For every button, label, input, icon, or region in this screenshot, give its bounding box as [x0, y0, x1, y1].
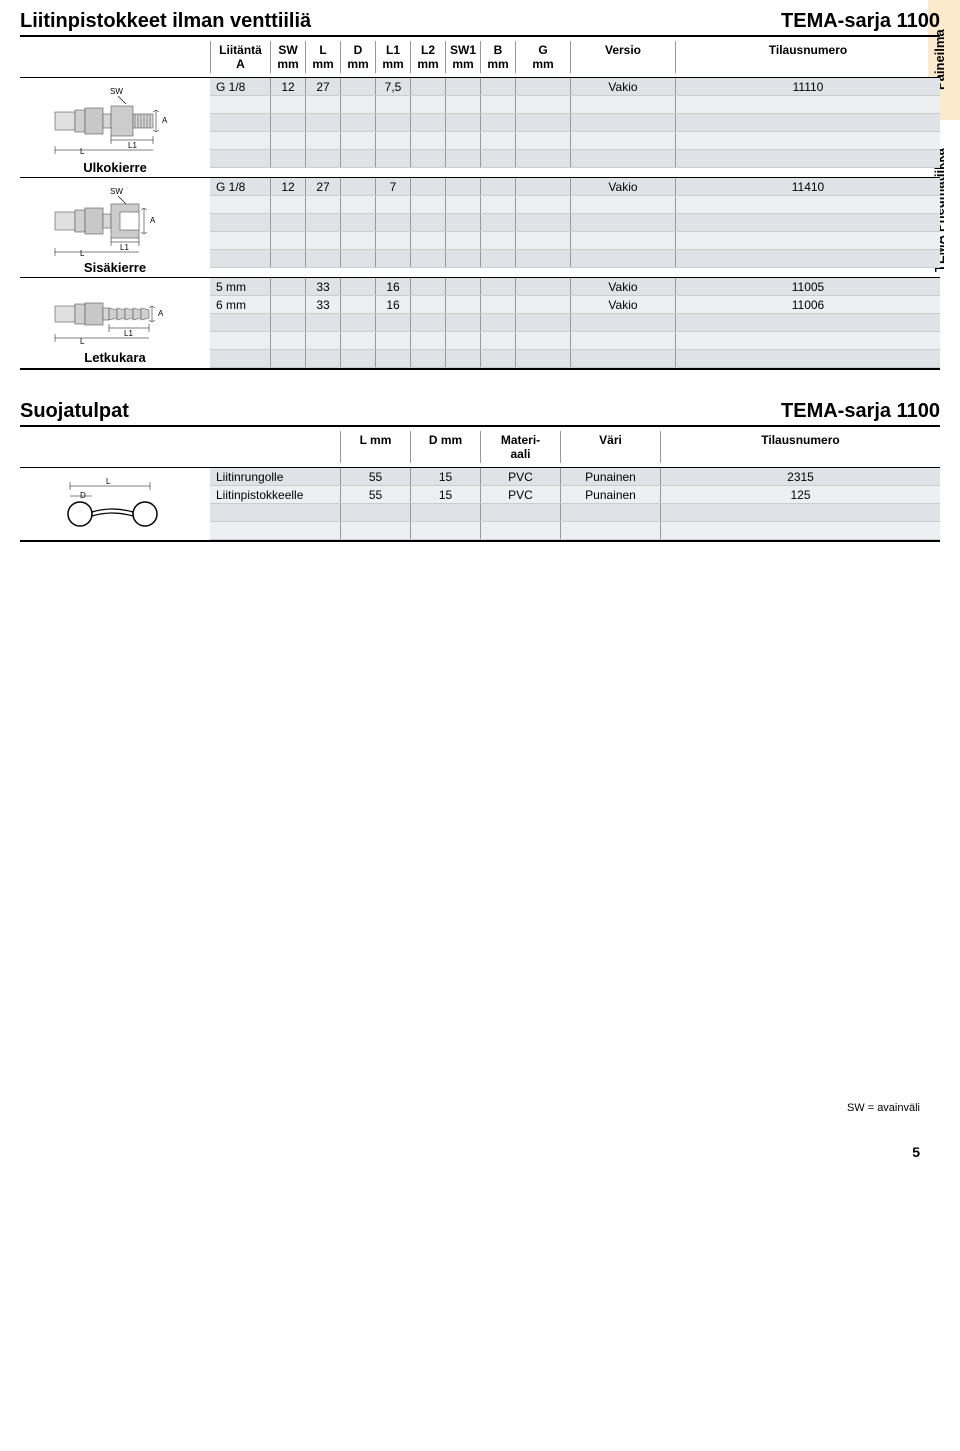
col-mat: Materi- aali — [480, 431, 560, 463]
col-l2: L2mm — [410, 41, 445, 73]
section1-title: Liitinpistokkeet ilman venttiiliä — [20, 10, 311, 33]
marker-sw: SW — [110, 187, 123, 196]
table-row: G 1/8 12 27 7,5 Vakio 11110 — [210, 78, 940, 96]
table-row: G 1/8 12 27 7 Vakio 11410 — [210, 178, 940, 196]
table-row — [210, 96, 940, 114]
group-ulkokierre: SW A — [20, 78, 940, 178]
section-suojatulpat: Suojatulpat TEMA-sarja 1100 L mm D mm Ma… — [20, 400, 940, 542]
table-row — [210, 232, 940, 250]
footnote: SW = avainväli — [20, 1102, 940, 1114]
marker-l1: L1 — [120, 243, 129, 252]
table-row — [210, 132, 940, 150]
label-sisakierre: Sisäkierre — [26, 260, 204, 275]
table-row — [210, 332, 940, 350]
col-tilaus: Tilausnumero — [675, 41, 940, 73]
marker-a: A — [162, 116, 168, 125]
table-row — [210, 314, 940, 332]
col-sw1: SW1mm — [445, 41, 480, 73]
marker-l: L — [80, 249, 85, 256]
table-row — [210, 504, 940, 522]
table-row: 5 mm 33 16 Vakio 11005 — [210, 278, 940, 296]
marker-a: A — [158, 309, 164, 318]
marker-a: A — [150, 216, 156, 225]
col-dmm: D mm — [410, 431, 480, 463]
col-liitanta: Liitäntä A — [210, 41, 270, 73]
table-row: 6 mm 33 16 Vakio 11006 — [210, 296, 940, 314]
table-row: Liitinrungolle 55 15 PVC Punainen 2315 — [210, 468, 940, 486]
col-tilaus2: Tilausnumero — [660, 431, 940, 463]
col-l1: L1mm — [375, 41, 410, 73]
group-sisakierre: SW A L1 — [20, 178, 940, 278]
marker-sw: SW — [110, 87, 123, 96]
diagram-ulkokierre: SW A — [20, 78, 210, 177]
table-row — [210, 250, 940, 268]
col-b: Bmm — [480, 41, 515, 73]
section2-header: Suojatulpat TEMA-sarja 1100 — [20, 400, 940, 427]
marker-l1: L1 — [128, 141, 137, 150]
col-d: Dmm — [340, 41, 375, 73]
table-row — [210, 196, 940, 214]
page-number: 5 — [20, 1144, 940, 1160]
label-ulkokierre: Ulkokierre — [26, 160, 204, 175]
marker-d: D — [80, 491, 86, 500]
table-row — [210, 350, 940, 368]
table-row: Liitinpistokkeelle 55 15 PVC Punainen 12… — [210, 486, 940, 504]
col-lmm: L mm — [340, 431, 410, 463]
section2-col-headers: L mm D mm Materi- aali Väri Tilausnumero — [20, 427, 940, 468]
col-g: Gmm — [515, 41, 570, 73]
table-row — [210, 214, 940, 232]
diagram-letkukara: A L1 L Letkukara — [20, 278, 210, 368]
col-versio: Versio — [570, 41, 675, 73]
section1-series: TEMA-sarja 1100 — [781, 10, 940, 33]
section1-col-headers: Liitäntä A SWmm Lmm Dmm L1mm L2mm SW1mm … — [20, 37, 940, 78]
col-l: Lmm — [305, 41, 340, 73]
section-liitinpistokkeet: Liitinpistokkeet ilman venttiiliä TEMA-s… — [20, 10, 940, 370]
label-letkukara: Letkukara — [26, 350, 204, 365]
page: Liitinpistokkeet ilman venttiiliä TEMA-s… — [0, 0, 960, 1180]
section1-header: Liitinpistokkeet ilman venttiiliä TEMA-s… — [20, 10, 940, 37]
marker-l: L — [80, 337, 85, 346]
col-vari: Väri — [560, 431, 660, 463]
marker-l: L — [106, 477, 111, 486]
diagram-sisakierre: SW A L1 — [20, 178, 210, 277]
table-row — [210, 114, 940, 132]
section2-title: Suojatulpat — [20, 400, 129, 423]
table-row — [210, 522, 940, 540]
marker-l: L — [80, 147, 85, 156]
table-row — [210, 150, 940, 168]
section2-series: TEMA-sarja 1100 — [781, 400, 940, 423]
group-suojatulpat: L D Liitinrungolle 55 15 PVC Punaine — [20, 468, 940, 542]
diagram-suojatulpat: L D — [20, 468, 210, 540]
col-sw: SWmm — [270, 41, 305, 73]
marker-l1: L1 — [124, 329, 133, 338]
group-letkukara: A L1 L Letkukara — [20, 278, 940, 370]
